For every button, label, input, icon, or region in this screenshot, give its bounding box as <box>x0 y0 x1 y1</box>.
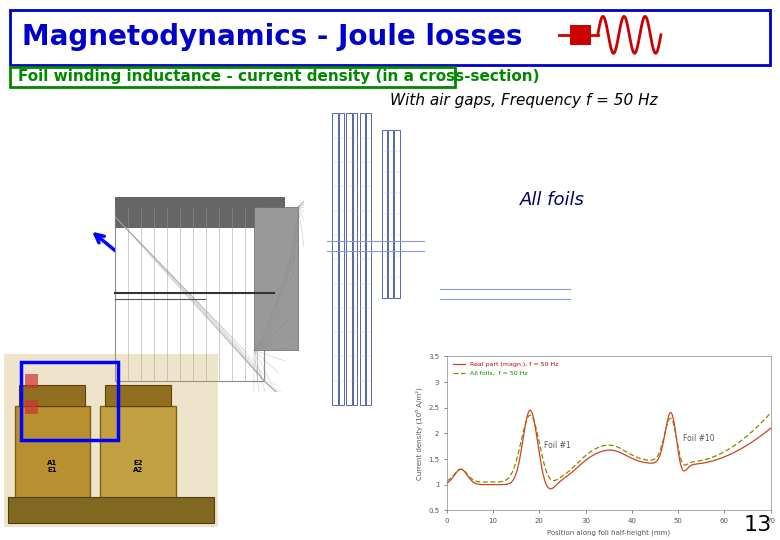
Bar <box>339 113 344 405</box>
Bar <box>394 130 400 298</box>
Text: A1
E1: A1 E1 <box>47 460 57 472</box>
Bar <box>101 406 176 501</box>
Bar <box>381 130 387 298</box>
Bar <box>105 385 172 406</box>
Text: With air gaps, Frequency f = 50 Hz: With air gaps, Frequency f = 50 Hz <box>390 92 658 107</box>
Text: 13: 13 <box>744 515 772 535</box>
X-axis label: Position along foil half-height (mm): Position along foil half-height (mm) <box>548 530 670 536</box>
Bar <box>346 113 352 405</box>
Y-axis label: Current density (10⁶ A/m²): Current density (10⁶ A/m²) <box>415 387 423 480</box>
Bar <box>115 197 284 227</box>
FancyBboxPatch shape <box>10 67 455 87</box>
Bar <box>570 25 591 45</box>
Bar <box>332 113 338 405</box>
Bar <box>388 130 393 298</box>
Bar <box>9 497 214 523</box>
Legend: Real part (magn.), f = 50 Hz, All foils,  f = 50 Hz: Real part (magn.), f = 50 Hz, All foils,… <box>450 360 561 379</box>
Bar <box>25 400 38 414</box>
Bar <box>15 406 90 501</box>
Bar <box>25 374 38 388</box>
Bar <box>115 207 264 381</box>
Text: Foil winding inductance - current density (in a cross-section): Foil winding inductance - current densit… <box>18 70 540 84</box>
Bar <box>360 113 365 405</box>
Text: All foils: All foils <box>520 191 585 209</box>
Bar <box>254 207 298 350</box>
Text: E2
A2: E2 A2 <box>133 460 143 472</box>
Text: Magnetodynamics - Joule losses: Magnetodynamics - Joule losses <box>22 23 523 51</box>
Bar <box>353 113 357 405</box>
Bar <box>19 385 86 406</box>
Text: Foil #1: Foil #1 <box>544 441 571 450</box>
Text: Foil #10: Foil #10 <box>682 434 714 443</box>
FancyBboxPatch shape <box>10 10 770 65</box>
Bar <box>366 113 370 405</box>
Bar <box>21 362 118 440</box>
